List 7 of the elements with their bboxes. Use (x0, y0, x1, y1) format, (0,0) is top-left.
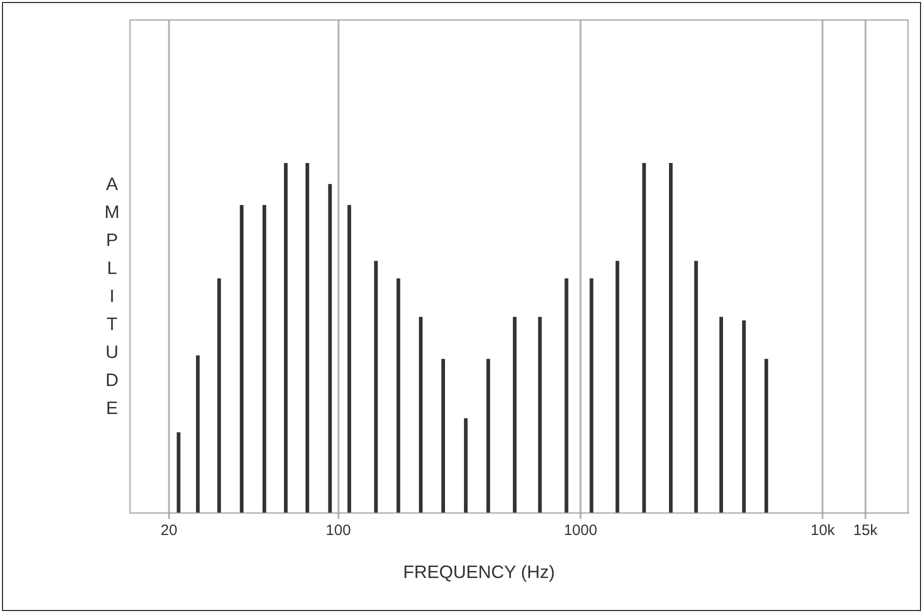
x-axis-title: FREQUENCY (Hz) (403, 562, 555, 582)
x-tick-label: 10k (810, 522, 836, 540)
x-tick-label: 100 (326, 522, 351, 540)
x-tick-label: 1000 (564, 522, 598, 540)
x-tick-label: 15k (853, 522, 878, 540)
x-tick-label: 20 (160, 522, 178, 540)
text: AMPLITUDE (104, 174, 120, 418)
